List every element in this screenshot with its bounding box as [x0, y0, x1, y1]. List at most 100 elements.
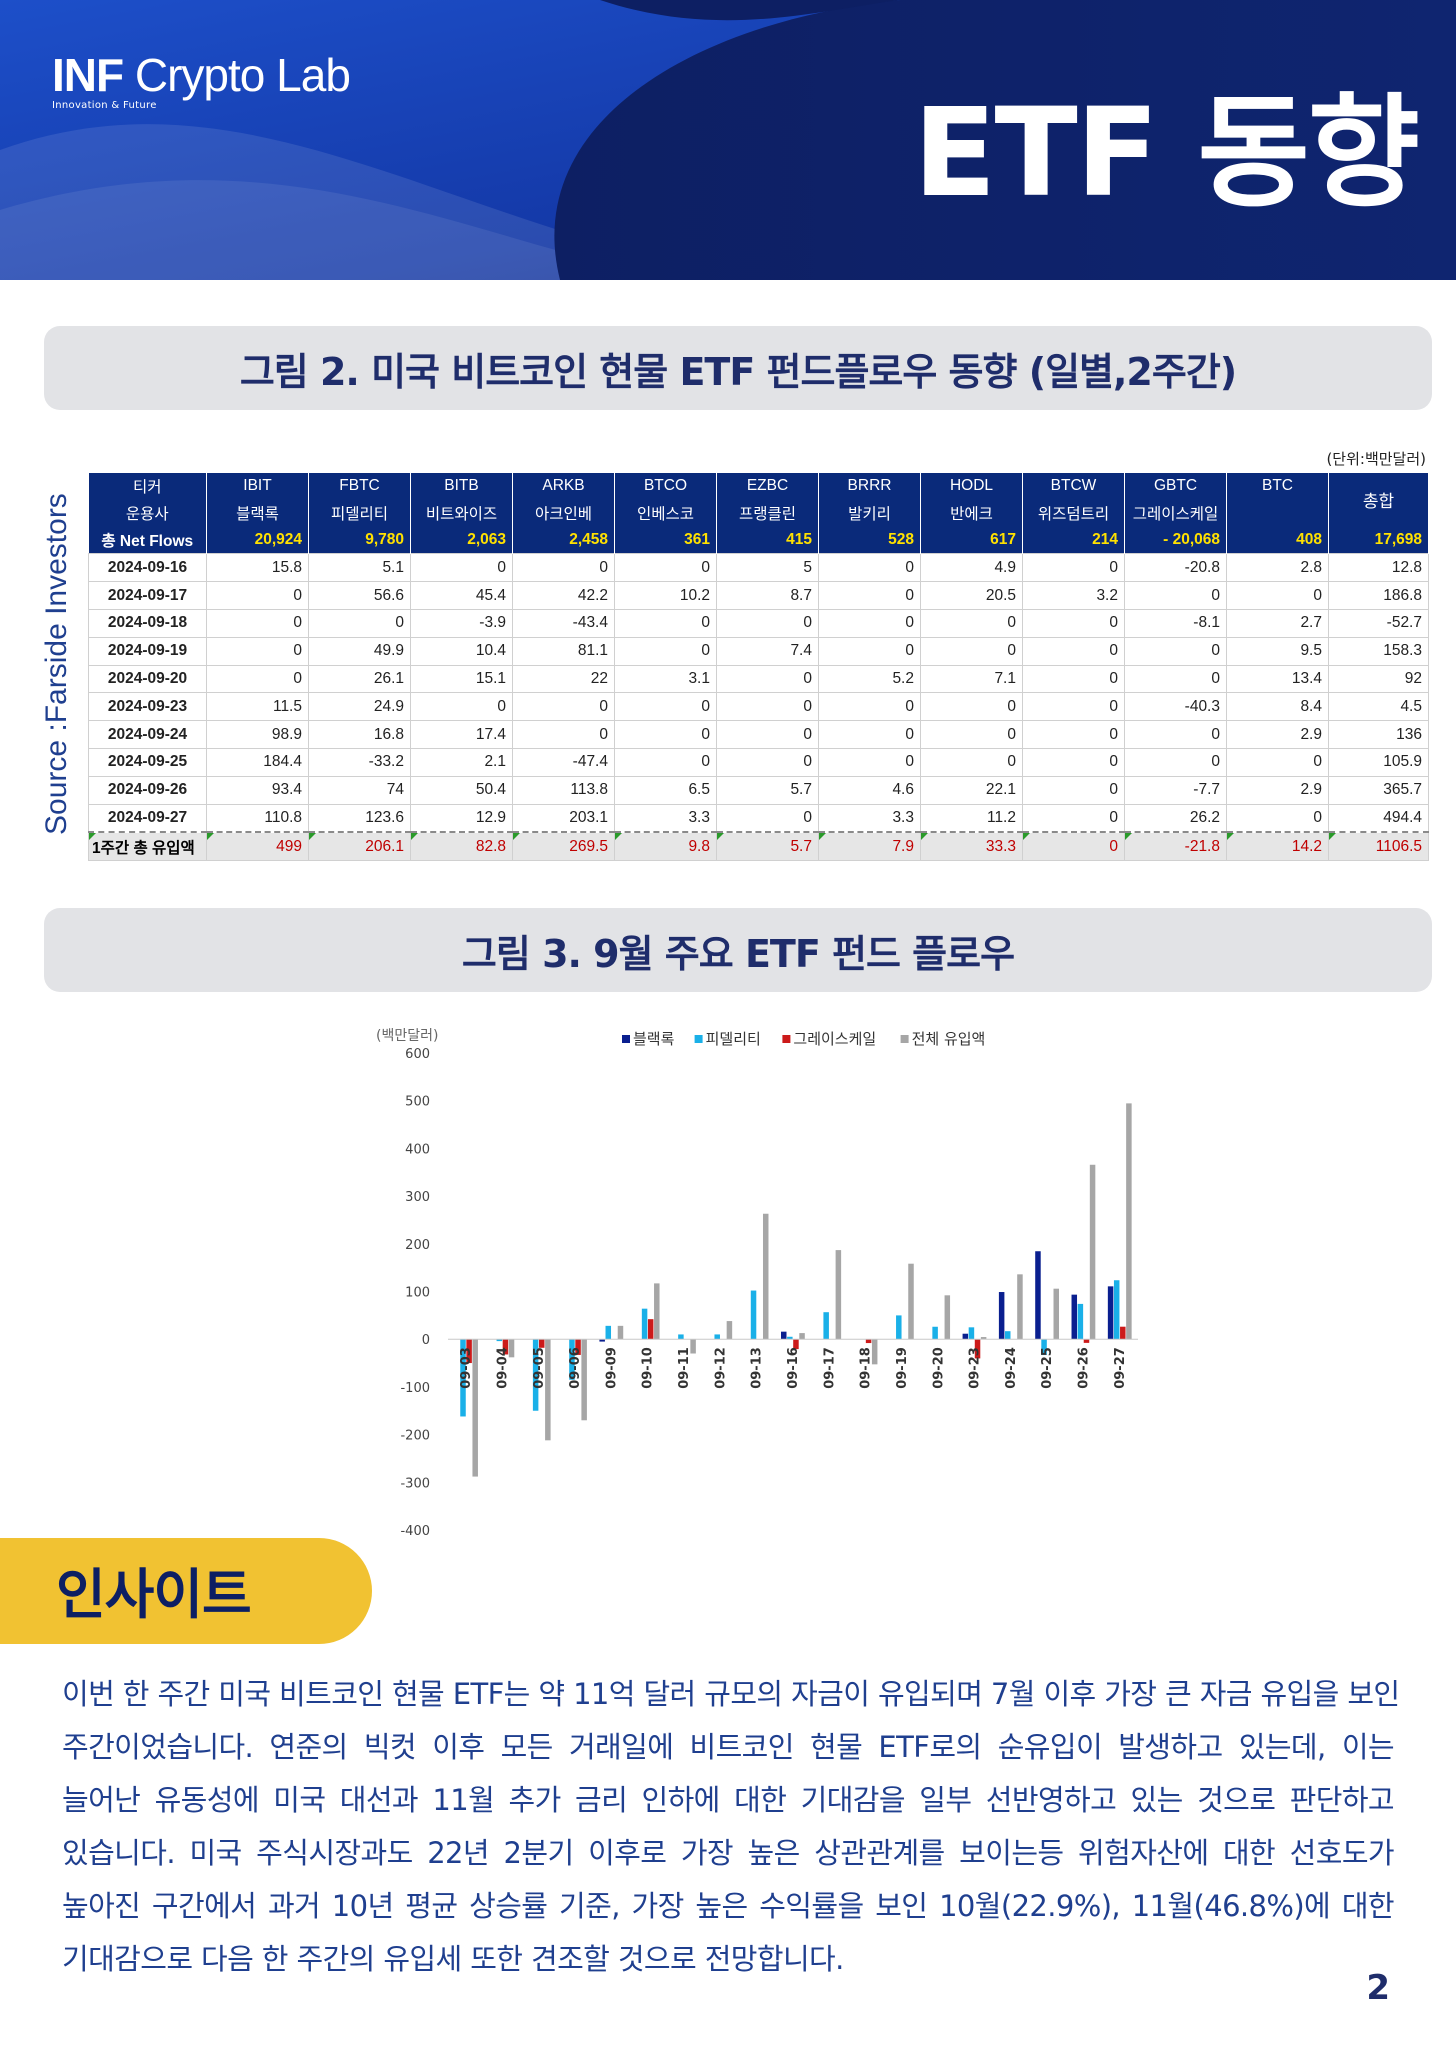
- weekly-total-label: 1주간 총 유입액: [88, 831, 207, 862]
- net-flow-cell: 617: [920, 526, 1023, 554]
- value-cell: 0: [614, 608, 717, 638]
- value-cell: 0: [818, 692, 921, 722]
- value-cell: 186.8: [1328, 581, 1429, 610]
- bar-2: [460, 1339, 466, 1417]
- value-cell: 26.2: [1124, 803, 1227, 833]
- insight-line: 주간이었습니다. 연준의 빅컷 이후 모든 거래일에 비트코인 현물 ETF로의…: [62, 1730, 1395, 1764]
- x-tick-label: 09-20: [931, 1347, 946, 1389]
- manager-cell: 프랭클린: [716, 499, 819, 527]
- manager-cell: 피델리티: [308, 499, 411, 527]
- value-cell: 16.8: [308, 720, 411, 749]
- ticker-cell: FBTC: [308, 473, 411, 500]
- bar-1: [1035, 1251, 1041, 1340]
- table-row: 2024-09-24 98.9 16.8 17.4 0 0 0 0 0 0 0 2.9 136: [88, 720, 1429, 749]
- value-cell: 4.9: [920, 553, 1023, 583]
- value-cell: 0: [206, 664, 309, 694]
- value-cell: 0: [920, 636, 1023, 666]
- date-cell: 2024-09-24: [88, 720, 207, 749]
- value-cell: 56.6: [308, 581, 411, 610]
- date-cell: 2024-09-16: [88, 553, 207, 583]
- x-tick-label: 09-27: [1113, 1347, 1128, 1389]
- y-tick-label: -100: [400, 1381, 430, 1396]
- figure2-title-bar: 그림 2. 미국 비트코인 현물 ETF 펀드플로우 동향 (일별,2주간): [44, 326, 1432, 410]
- bar-3: [974, 1339, 981, 1359]
- weekly-total-cell: 7.9: [818, 831, 921, 862]
- date-cell: 2024-09-17: [88, 581, 207, 610]
- x-tick-label: 09-09: [604, 1347, 619, 1389]
- value-cell: 184.4: [206, 747, 309, 777]
- bar-3: [865, 1339, 872, 1344]
- value-cell: 81.1: [512, 636, 615, 666]
- bar-1: [781, 1331, 787, 1340]
- value-cell: 50.4: [410, 775, 513, 805]
- table-row: 2024-09-23 11.5 24.9 0 0 0 0 0 0 0 -40.3 8.4 4.5: [88, 692, 1429, 722]
- value-cell: 0: [716, 720, 819, 749]
- value-cell: 0: [308, 608, 411, 638]
- value-cell: -47.4: [512, 747, 615, 777]
- value-cell: 0: [1124, 747, 1227, 777]
- value-cell: -7.7: [1124, 775, 1227, 805]
- ticker-cell: BITB: [410, 473, 513, 500]
- manager-cell: 위즈덤트리: [1022, 499, 1125, 527]
- bar-2: [641, 1308, 648, 1340]
- net-flow-cell: 408: [1226, 526, 1329, 554]
- x-tick-label: 09-13: [750, 1347, 765, 1389]
- value-cell: 11.2: [920, 803, 1023, 833]
- y-tick-label: 400: [405, 1142, 430, 1157]
- bar-4: [799, 1333, 805, 1340]
- value-cell: 123.6: [308, 803, 411, 833]
- table-row: 2024-09-16 15.8 5.1 0 0 0 5 0 4.9 0 -20.8 2.8 12.8: [88, 553, 1429, 583]
- value-cell: 0: [920, 608, 1023, 638]
- value-cell: 45.4: [410, 581, 513, 610]
- value-cell: 0: [1022, 747, 1125, 777]
- net-flow-cell: 17,698: [1328, 526, 1429, 554]
- manager-cell: 그레이스케일: [1124, 499, 1227, 527]
- value-cell: 15.1: [410, 664, 513, 694]
- value-cell: 0: [1124, 720, 1227, 749]
- net-flow-cell: 415: [716, 526, 819, 554]
- value-cell: 20.5: [920, 581, 1023, 610]
- bar-4: [835, 1250, 842, 1340]
- value-cell: 110.8: [206, 803, 309, 833]
- legend-label: 블랙록: [633, 1030, 675, 1048]
- source-label: Source :Farside Investors: [40, 493, 73, 835]
- bar-3: [538, 1339, 545, 1348]
- table-row: 2024-09-17 0 56.6 45.4 42.2 10.2 8.7 0 20.5 3.2 0 0…: [88, 581, 1429, 610]
- value-cell: 98.9: [206, 720, 309, 749]
- x-tick-label: 09-04: [495, 1347, 510, 1389]
- value-cell: 0: [1226, 803, 1329, 833]
- bar-3: [466, 1339, 472, 1364]
- bar-2: [787, 1336, 793, 1340]
- x-tick-label: 09-24: [1004, 1347, 1019, 1389]
- value-cell: 158.3: [1328, 636, 1429, 666]
- net-flow-cell: 9,780: [308, 526, 411, 554]
- legend-swatch: [900, 1035, 909, 1043]
- value-cell: 0: [614, 692, 717, 722]
- weekly-total-cell: 0: [1022, 831, 1125, 862]
- value-cell: 7.1: [920, 664, 1023, 694]
- x-tick-label: 09-06: [568, 1347, 583, 1389]
- bar-1: [1107, 1286, 1114, 1340]
- bar-2: [896, 1315, 902, 1340]
- bar-3: [1120, 1326, 1126, 1340]
- logo-tagline: Innovation & Future: [52, 100, 157, 111]
- ticker-cell: IBIT: [206, 473, 309, 500]
- date-cell: 2024-09-20: [88, 664, 207, 694]
- net-flow-cell: - 20,068: [1124, 526, 1227, 554]
- value-cell: -43.4: [512, 608, 615, 638]
- value-cell: 10.2: [614, 581, 717, 610]
- value-cell: 4.5: [1328, 692, 1429, 722]
- value-cell: 15.8: [206, 553, 309, 583]
- figure3-title: 그림 3. 9월 주요 ETF 펀드 플로우: [461, 931, 1015, 976]
- ticker-cell: ARKB: [512, 473, 615, 500]
- legend-label: 피델리티: [706, 1030, 761, 1048]
- bar-4: [508, 1339, 515, 1358]
- value-cell: 22.1: [920, 775, 1023, 805]
- net-flow-cell: 528: [818, 526, 921, 554]
- value-cell: 3.2: [1022, 581, 1125, 610]
- bar-4: [726, 1321, 733, 1340]
- manager-row-label: 운용사: [88, 499, 207, 527]
- value-cell: 17.4: [410, 720, 513, 749]
- table-row: 2024-09-27 110.8 123.6 12.9 203.1 3.3 0 3.3 11.2…: [88, 803, 1429, 833]
- bar-2: [532, 1339, 539, 1411]
